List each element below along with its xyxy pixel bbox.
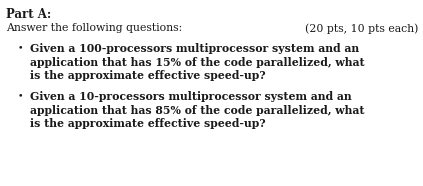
Text: Given a 10-processors multiprocessor system and an: Given a 10-processors multiprocessor sys… [30, 91, 352, 102]
Text: application that has 85% of the code parallelized, what: application that has 85% of the code par… [30, 105, 365, 116]
Text: is the approximate effective speed-up?: is the approximate effective speed-up? [30, 118, 266, 129]
Text: Given a 100-processors multiprocessor system and an: Given a 100-processors multiprocessor sy… [30, 43, 359, 54]
Text: Part A:: Part A: [6, 8, 51, 21]
Text: is the approximate effective speed-up?: is the approximate effective speed-up? [30, 70, 266, 81]
Text: •: • [18, 43, 24, 52]
Text: Answer the following questions:: Answer the following questions: [6, 23, 182, 33]
Text: application that has 15% of the code parallelized, what: application that has 15% of the code par… [30, 57, 365, 68]
Text: (20 pts, 10 pts each): (20 pts, 10 pts each) [305, 23, 418, 33]
Text: •: • [18, 91, 24, 100]
